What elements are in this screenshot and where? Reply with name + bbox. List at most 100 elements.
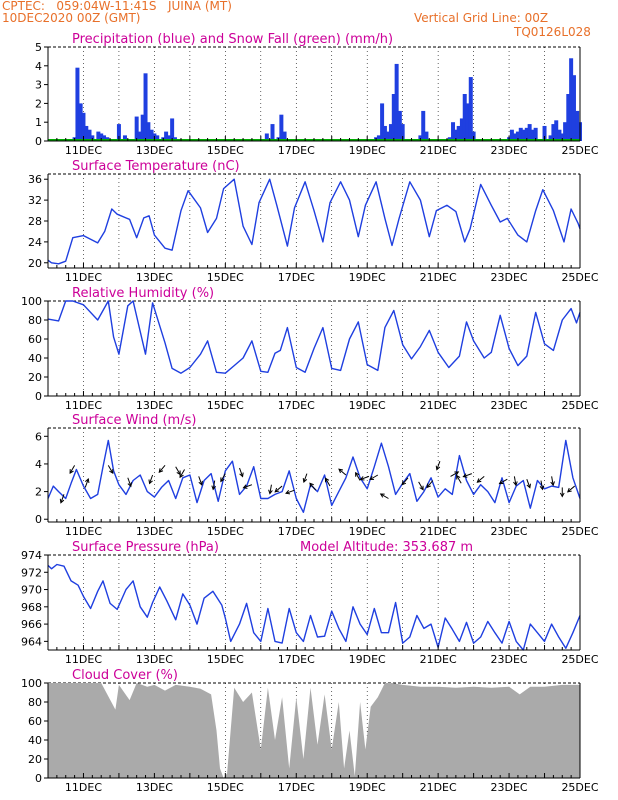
y-tick-label: 80 — [28, 314, 42, 327]
precip-bar — [424, 131, 429, 141]
wind-direction-arrow — [242, 484, 253, 489]
pressure-title: Surface Pressure (hPa) — [72, 540, 219, 555]
wind-direction-arrow — [359, 475, 370, 481]
y-tick-label: 2 — [35, 97, 42, 110]
wind-direction-arrow — [498, 478, 508, 485]
x-tick-label: 17DEC — [278, 781, 315, 794]
pressure-panel — [44, 554, 581, 651]
y-tick-label: 32 — [28, 194, 42, 207]
x-tick-label: 11DEC — [65, 399, 102, 412]
wind-direction-arrow — [462, 473, 472, 478]
precip-bar — [380, 103, 385, 141]
y-tick-label: 100 — [21, 295, 42, 308]
precip-bar — [391, 94, 396, 141]
wind-direction-arrow — [435, 461, 441, 471]
header-grid-note: Vertical Grid Line: 00Z — [414, 11, 549, 25]
y-tick-label: 0 — [35, 513, 42, 526]
precip-bar — [530, 129, 535, 141]
y-tick-label: 2 — [35, 486, 42, 499]
x-tick-label: 19DEC — [349, 399, 386, 412]
y-tick-label: 4 — [35, 60, 42, 73]
precip-bar — [524, 127, 529, 141]
y-tick-label: 964 — [21, 635, 42, 648]
wind-direction-arrow — [69, 465, 76, 475]
precip-bar — [155, 135, 160, 141]
precip-bar — [400, 124, 405, 141]
precip-bar — [397, 110, 402, 141]
temperature-title: Surface Temperature (nC) — [72, 159, 240, 174]
header-location: CPTEC: 059:04W-11:41S JUINA (MT) — [2, 0, 232, 13]
temperature-line — [47, 178, 581, 265]
precip-bar — [96, 131, 101, 141]
y-tick-label: 0 — [35, 772, 42, 785]
y-tick-label: 3 — [35, 79, 42, 92]
wind-direction-arrow — [401, 477, 409, 486]
x-tick-label: 13DEC — [136, 653, 173, 666]
wind-direction-arrow — [59, 494, 65, 504]
wind-direction-arrow — [309, 482, 317, 491]
wind-direction-arrow — [559, 487, 565, 498]
wind-direction-arrow — [456, 474, 462, 484]
x-tick-label: 15DEC — [207, 781, 244, 794]
header-date: 10DEC2020 00Z (GMT) — [2, 11, 141, 25]
precip-bar — [102, 135, 107, 141]
humidity-line — [47, 300, 581, 374]
wind-title: Surface Wind (m/s) — [72, 413, 196, 428]
y-tick-label: 36 — [28, 173, 42, 186]
precip-bar — [376, 135, 381, 141]
x-tick-label: 15DEC — [207, 399, 244, 412]
y-tick-label: 60 — [28, 333, 42, 346]
precip-bar — [282, 131, 287, 141]
x-tick-label: 17DEC — [278, 653, 315, 666]
x-tick-label: 19DEC — [349, 271, 386, 284]
wind-direction-arrow — [324, 477, 331, 487]
y-tick-label: 0 — [35, 390, 42, 403]
precip-bar — [548, 135, 553, 141]
x-tick-label: 13DEC — [136, 399, 173, 412]
x-tick-label: 13DEC — [136, 271, 173, 284]
y-tick-label: 0 — [35, 135, 42, 148]
x-tick-label: 21DEC — [420, 781, 457, 794]
precip-bar — [388, 124, 393, 141]
wind-direction-arrow — [211, 480, 217, 491]
precip-bar — [78, 103, 83, 141]
precip-bar — [533, 127, 538, 141]
precip-bar — [75, 67, 80, 141]
x-tick-label: 17DEC — [278, 271, 315, 284]
precip-panel — [44, 46, 582, 142]
wind-direction-arrow — [338, 468, 347, 476]
y-tick-label: 80 — [28, 696, 42, 709]
x-tick-label: 11DEC — [65, 144, 102, 157]
wind-direction-arrow — [198, 476, 203, 486]
x-tick-label: 17DEC — [278, 399, 315, 412]
y-tick-label: 4 — [35, 458, 42, 471]
wind-direction-arrow — [566, 485, 576, 493]
header-code: TQ0126L028 — [514, 25, 591, 39]
wind-direction-arrow — [179, 469, 185, 479]
y-tick-label: 24 — [28, 236, 42, 249]
y-tick-label: 20 — [28, 753, 42, 766]
precip-bar — [134, 116, 139, 141]
precip-bar — [143, 73, 148, 141]
precip-bar — [81, 112, 86, 141]
model-altitude-label: Model Altitude: 353.687 m — [300, 540, 473, 555]
cloud-cover-area — [48, 683, 580, 778]
y-tick-label: 28 — [28, 215, 42, 228]
x-tick-label: 19DEC — [349, 781, 386, 794]
y-tick-label: 1 — [35, 116, 42, 129]
precip-bar — [518, 127, 523, 141]
precip-bar — [99, 133, 104, 141]
x-tick-label: 17DEC — [278, 525, 315, 538]
x-tick-label: 15DEC — [207, 144, 244, 157]
pressure-line — [47, 563, 581, 651]
wind-direction-arrow — [426, 480, 434, 489]
precip-bar — [575, 110, 580, 141]
wind-direction-arrow — [175, 466, 181, 476]
temperature-panel — [44, 173, 581, 269]
x-tick-label: 21DEC — [420, 144, 457, 157]
precip-bar — [557, 129, 562, 141]
precip-bar — [122, 135, 127, 141]
precip-bar — [140, 114, 145, 141]
y-tick-label: 968 — [21, 601, 42, 614]
